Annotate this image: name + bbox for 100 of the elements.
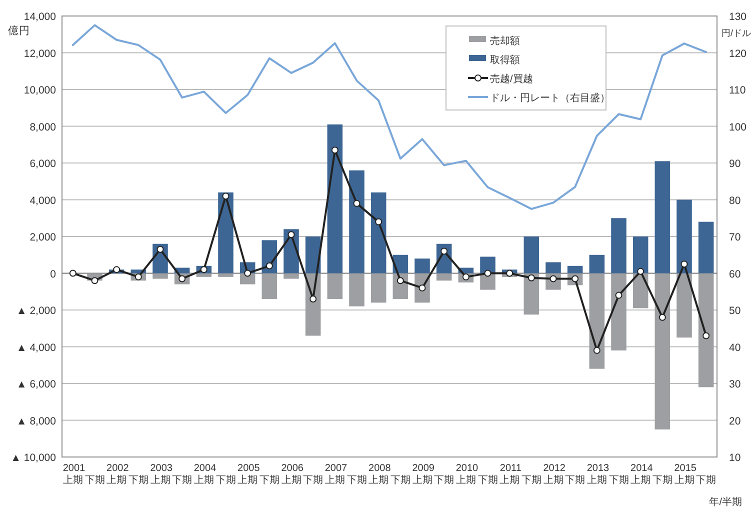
x-tick-label: 2012 上期: [543, 463, 566, 486]
y-tick-label: 10,000: [24, 84, 56, 96]
x-tick-label: 下期: [390, 474, 410, 486]
x-tick-label: 下期: [478, 474, 498, 486]
bar: [676, 200, 692, 274]
y-tick-label: ▲ 10,000: [10, 452, 56, 464]
x-tick-label: 下期: [652, 474, 672, 486]
bar: [654, 273, 670, 430]
y-tick-label: 2,000: [30, 232, 56, 244]
bar: [611, 273, 626, 350]
point: [113, 266, 120, 274]
x-tick-label: 2003 上期: [150, 463, 173, 486]
x-tick-label: 2013 上期: [586, 463, 610, 486]
bar: [698, 222, 714, 274]
bar: [611, 218, 626, 274]
point: [288, 231, 295, 238]
point: [375, 218, 382, 226]
point: [353, 200, 360, 207]
x-tick-label: 2009 上期: [412, 463, 435, 486]
x-tick-label: 2004 上期: [194, 463, 217, 486]
x-tick-label: 下期: [84, 474, 105, 486]
y-tick-label: 12,000: [24, 48, 56, 60]
y-tick-label: 8,000: [30, 121, 56, 134]
point: [69, 270, 76, 277]
x-tick-label: 下期: [346, 474, 367, 486]
bar: [589, 254, 605, 274]
legend-label: ドル・円レート（右目盛）: [490, 92, 610, 104]
point: [593, 346, 600, 354]
bar: [567, 266, 583, 274]
y2-tick-label: 40: [729, 342, 741, 354]
point: [528, 274, 535, 282]
y-tick-label: 4,000: [30, 194, 56, 207]
bar: [632, 236, 648, 274]
y-tick-label: ▲ 2,000: [16, 305, 56, 317]
bar: [284, 273, 299, 279]
bar: [370, 192, 386, 274]
bar: [480, 256, 496, 274]
x-tick-label: 下期: [521, 474, 542, 486]
bar: [327, 273, 343, 299]
point: [680, 260, 688, 268]
point: [244, 270, 252, 277]
x-tick-label: 2014 上期: [630, 463, 654, 486]
bar: [524, 236, 540, 274]
bar: [196, 273, 212, 277]
y2-tick-label: 120: [729, 48, 747, 60]
bar: [152, 273, 168, 279]
y2-tick-label: 20: [729, 415, 741, 428]
point: [506, 270, 514, 277]
legend-label: 取得額: [490, 54, 520, 66]
x-tick-label: 下期: [565, 474, 586, 486]
point: [266, 262, 273, 270]
y2-tick-label: 30: [729, 378, 741, 390]
bar: [414, 258, 430, 274]
x-tick-label: 2001 上期: [62, 463, 86, 486]
y2-tick-label: 130: [729, 11, 747, 23]
point: [440, 248, 448, 255]
x-tick-label: 下期: [303, 474, 324, 486]
y2-tick-label: 110: [729, 84, 746, 96]
bar: [370, 273, 386, 303]
x-tick-label: 下期: [172, 474, 192, 486]
y-axis-title: 億円: [8, 24, 30, 37]
bar: [436, 273, 452, 281]
y-tick-label: 0: [50, 268, 56, 280]
x-axis-title: 年/半期: [709, 496, 742, 508]
x-tick-label: 下期: [216, 474, 236, 486]
point: [222, 192, 230, 200]
point: [156, 246, 164, 253]
y-tick-label: 6,000: [30, 158, 56, 170]
x-tick-label: 下期: [259, 474, 280, 486]
x-tick-label: 2010 上期: [456, 463, 479, 486]
bar: [524, 273, 540, 315]
y2-tick-label: 90: [729, 158, 741, 170]
bar: [349, 273, 364, 306]
legend-label: 売却額: [490, 35, 520, 47]
y2-tick-label: 100: [729, 121, 747, 134]
x-tick-label: 下期: [128, 474, 148, 486]
y2-tick-label: 60: [729, 268, 741, 280]
x-tick-label: 2006 上期: [281, 463, 304, 486]
x-tick-label: 2011 上期: [500, 463, 522, 486]
y2-axis-title: 円/ドル: [721, 28, 751, 38]
point: [658, 314, 666, 321]
x-tick-label: 2008 上期: [368, 463, 392, 486]
y-tick-label: 14,000: [24, 11, 56, 23]
y2-tick-label: 50: [729, 305, 741, 317]
bar: [698, 273, 714, 388]
point: [310, 295, 317, 302]
bar: [589, 273, 605, 369]
bar: [349, 170, 364, 274]
point: [484, 270, 492, 277]
y2-tick-label: 10: [729, 452, 741, 464]
point: [396, 277, 404, 284]
x-tick-label: 2007 上期: [324, 463, 348, 486]
x-tick-label: 下期: [434, 474, 454, 486]
y2-tick-label: 70: [729, 232, 741, 244]
bar: [305, 236, 321, 274]
legend-label: 売越/買越: [490, 73, 533, 85]
x-tick-label: 下期: [608, 474, 629, 486]
bar: [546, 262, 561, 274]
point: [615, 292, 622, 299]
y-tick-label: ▲ 8,000: [16, 415, 56, 428]
